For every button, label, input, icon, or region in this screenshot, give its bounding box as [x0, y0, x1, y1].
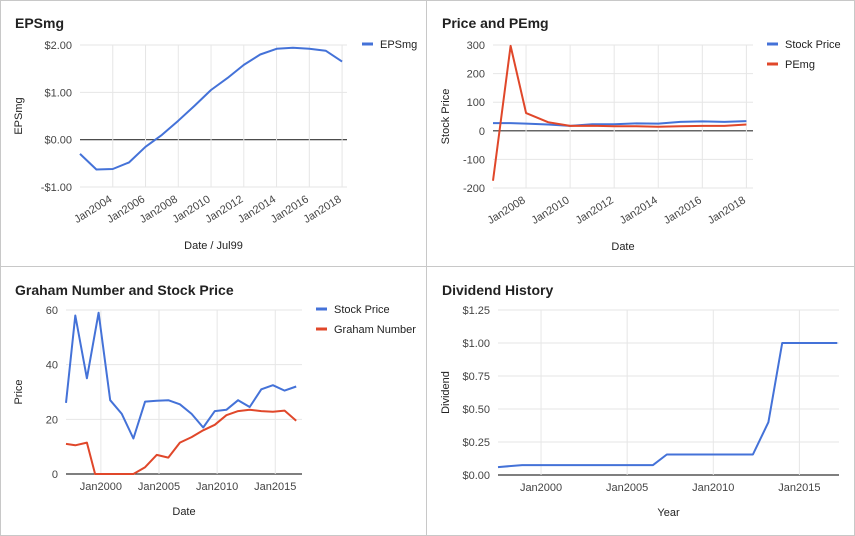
dividend-y-tick-label: $1.00 [462, 338, 490, 350]
graham-y-axis-title: Price [13, 379, 25, 404]
dividend-x-tick-label: Jan2010 [692, 482, 734, 494]
dividend-x-tick-label: Jan2005 [606, 482, 648, 494]
graham-legend-label: Stock Price [334, 304, 390, 316]
pe-chart-title: Price and PEmg [442, 15, 549, 31]
pe-y-tick-label: 300 [467, 40, 485, 52]
pe-x-tick-label: Jan2010 [530, 194, 572, 227]
graham-series-line-2 [65, 408, 297, 475]
pe-y-tick-label: 100 [467, 97, 485, 109]
dividend-y-tick-label: $1.25 [462, 305, 490, 317]
graham-x-tick-label: Jan2010 [196, 481, 238, 493]
pe-x-tick-label: Jan2014 [618, 194, 660, 227]
pe-y-axis-title: Stock Price [440, 89, 452, 145]
graham-x-tick-label: Jan2005 [138, 481, 180, 493]
eps-y-tick-label: -$1.00 [41, 182, 72, 194]
dividend-y-tick-label: $0.75 [462, 371, 490, 383]
eps-y-tick-label: $0.00 [44, 135, 72, 147]
pe-y-tick-label: -100 [463, 154, 485, 166]
pe-x-tick-label: Jan2008 [485, 194, 527, 227]
pe-legend-label: PEmg [785, 59, 815, 71]
eps-legend-label: EPSmg [380, 39, 417, 51]
pe-series-line-2 [492, 44, 747, 181]
dividend-y-tick-label: $0.25 [462, 437, 490, 449]
pe-x-tick-label: Jan2012 [574, 194, 616, 227]
eps-x-tick-label: Jan2018 [302, 193, 344, 226]
dividend-series-line-1 [497, 342, 838, 469]
eps-chart-panel: EPSmg -$1.00 $0.00 $1.00 $2.00 Jan2004 Jan2006… [0, 0, 426, 266]
graham-x-axis-title: Date [172, 506, 195, 518]
dividend-chart-panel: Dividend History $0.00 $0.25 $0.50 $0.75 $1.0… [427, 267, 855, 536]
eps-y-tick-label: $2.00 [44, 40, 72, 52]
eps-chart-svg: EPSmg-$1.00$0.00$1.00$2.00Jan2004Jan2006… [13, 15, 417, 252]
price-pe-chart-panel: Price and PEmg -200 -100 0 100 200 300 Jan2008 J… [427, 0, 855, 266]
panel-divider-vertical [426, 0, 427, 536]
pe-series-line-1 [493, 120, 747, 127]
dividend-chart-title: Dividend History [442, 282, 553, 298]
eps-chart-title: EPSmg [15, 15, 64, 31]
eps-y-axis-title: EPSmg [13, 97, 25, 134]
graham-y-tick-label: 60 [46, 305, 58, 317]
graham-series-line-1 [65, 311, 297, 440]
pe-y-tick-label: 0 [479, 126, 485, 138]
dividend-y-tick-label: $0.50 [462, 404, 490, 416]
dividend-chart-svg: Dividend History $0.00 $0.25 $0.50 $0.75 $1.0… [440, 282, 839, 519]
graham-chart-title: Graham Number and Stock Price [15, 282, 234, 298]
pe-x-tick-label: Jan2018 [706, 194, 748, 227]
eps-x-axis-title: Date / Jul99 [184, 240, 243, 252]
graham-x-tick-label: Jan2000 [80, 481, 122, 493]
graham-chart-svg: Graham Number and Stock Price 0 20 40 60 Jan2… [13, 282, 416, 518]
eps-y-tick-label: $1.00 [44, 87, 72, 99]
pe-y-tick-label: -200 [463, 183, 485, 195]
graham-y-tick-label: 40 [46, 360, 58, 372]
pe-legend-label: Stock Price [785, 39, 841, 51]
graham-x-tick-label: Jan2015 [254, 481, 296, 493]
dividend-x-tick-label: Jan2000 [520, 482, 562, 494]
dividend-y-tick-label: $0.00 [462, 470, 490, 482]
pe-x-axis-title: Date [611, 241, 634, 253]
dividend-y-axis-title: Dividend [440, 371, 452, 414]
graham-chart-panel: Graham Number and Stock Price 0 20 40 60 Jan2… [0, 267, 426, 536]
eps-series-line-1 [79, 46, 343, 171]
dividend-x-tick-label: Jan2015 [778, 482, 820, 494]
panel-divider-horizontal [0, 266, 855, 267]
pe-y-tick-label: 200 [467, 69, 485, 81]
graham-y-tick-label: 20 [46, 414, 58, 426]
graham-y-tick-label: 0 [52, 469, 58, 481]
graham-legend-label: Graham Number [334, 324, 416, 336]
pe-x-tick-label: Jan2016 [662, 194, 704, 227]
dividend-x-axis-title: Year [657, 507, 680, 519]
